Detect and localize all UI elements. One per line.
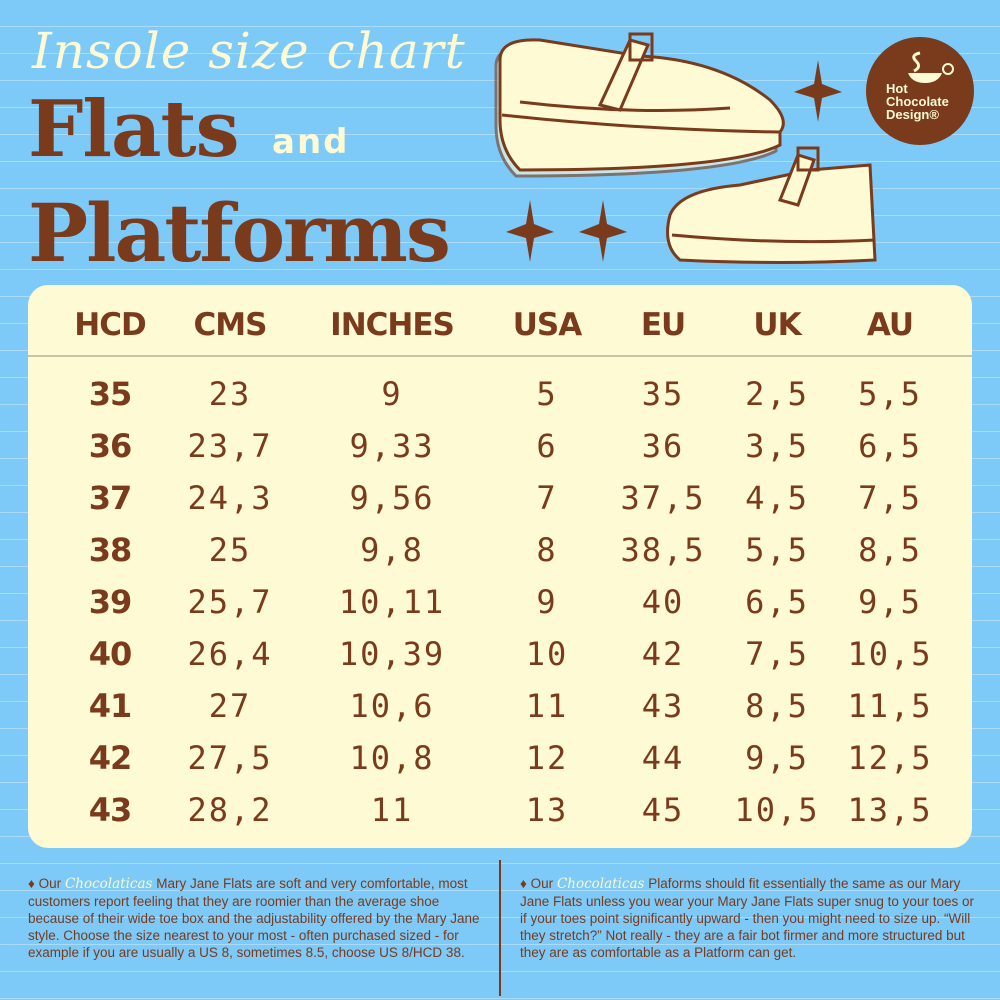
cell-inches: 10,39 [338, 635, 446, 673]
chocolaticas-brand: Chocolaticas [556, 876, 645, 892]
column-header-cms: CMS [193, 307, 268, 343]
cell-eu: 35 [641, 375, 685, 413]
cell-inches: 10,6 [349, 687, 435, 725]
column-header-au: AU [866, 307, 914, 343]
star-icons [506, 60, 842, 262]
cell-uk: 8,5 [745, 687, 809, 725]
cell-cms: 24,3 [187, 479, 273, 517]
cell-usa: 8 [536, 531, 558, 569]
notes-divider [499, 860, 501, 996]
hot-chocolate-design-logo: Hot Chocolate Design® [866, 37, 974, 145]
cell-eu: 40 [641, 583, 685, 621]
cell-au: 8,5 [858, 531, 922, 569]
cell-eu: 42 [641, 635, 685, 673]
cell-cms: 27,5 [187, 739, 273, 777]
logo-line: Hot [886, 81, 908, 96]
cell-hcd: 36 [88, 427, 133, 465]
cell-hcd: 43 [88, 791, 133, 829]
cup-icon [908, 51, 954, 83]
cell-cms: 25,7 [187, 583, 273, 621]
note-prefix: Our [530, 876, 554, 891]
note-prefix: Our [38, 876, 62, 891]
column-header-hcd: HCD [74, 307, 146, 343]
cell-au: 6,5 [858, 427, 922, 465]
cell-uk: 3,5 [745, 427, 809, 465]
note-text: Plaforms should fit essentially the same… [520, 876, 974, 960]
cell-uk: 4,5 [745, 479, 809, 517]
header-divider [28, 355, 972, 357]
cell-usa: 11 [525, 687, 569, 725]
cell-inches: 10,11 [338, 583, 446, 621]
column-header-uk: UK [753, 307, 801, 343]
platform-shoe-icon [494, 32, 785, 178]
cell-au: 7,5 [858, 479, 922, 517]
logo-line: Design® [886, 107, 939, 122]
bullet-icon: ♦ [28, 876, 35, 891]
note-flats: ♦ Our Chocolaticas Mary Jane Flats are s… [28, 875, 490, 961]
column-header-usa: USA [512, 307, 583, 343]
cell-usa: 6 [536, 427, 558, 465]
cell-eu: 44 [641, 739, 685, 777]
script-title: Insole size chart [32, 22, 466, 80]
cell-hcd: 41 [88, 687, 133, 725]
cell-cms: 25 [208, 531, 252, 569]
cell-usa: 9 [536, 583, 558, 621]
cell-inches: 9,8 [360, 531, 424, 569]
title-flats: Flats [28, 84, 239, 175]
cell-uk: 5,5 [745, 531, 809, 569]
cell-usa: 13 [525, 791, 569, 829]
cell-usa: 10 [525, 635, 569, 673]
cell-uk: 9,5 [745, 739, 809, 777]
cell-eu: 37,5 [620, 479, 706, 517]
cell-inches: 9,56 [349, 479, 435, 517]
cell-au: 13,5 [847, 791, 933, 829]
cell-uk: 6,5 [745, 583, 809, 621]
cell-inches: 11 [370, 791, 414, 829]
cell-hcd: 40 [88, 635, 133, 673]
cell-hcd: 37 [88, 479, 133, 517]
column-header-eu: EU [640, 307, 686, 343]
logo-line: Chocolate [886, 94, 949, 109]
title-and: and [272, 122, 350, 162]
cell-au: 9,5 [858, 583, 922, 621]
cell-inches: 9,33 [349, 427, 435, 465]
flat-shoe-icon [666, 146, 877, 264]
cell-inches: 10,8 [349, 739, 435, 777]
cell-au: 11,5 [847, 687, 933, 725]
cell-eu: 36 [641, 427, 685, 465]
cell-cms: 27 [208, 687, 252, 725]
note-platforms: ♦ Our Chocolaticas Plaforms should fit e… [520, 875, 980, 961]
cell-hcd: 39 [88, 583, 133, 621]
cell-cms: 26,4 [187, 635, 273, 673]
cell-eu: 45 [641, 791, 685, 829]
cell-usa: 12 [525, 739, 569, 777]
cell-cms: 28,2 [187, 791, 273, 829]
cell-cms: 23 [208, 375, 252, 413]
cell-hcd: 38 [88, 531, 133, 569]
cell-eu: 38,5 [620, 531, 706, 569]
chocolaticas-brand: Chocolaticas [64, 876, 153, 892]
cell-usa: 7 [536, 479, 558, 517]
bullet-icon: ♦ [520, 876, 527, 891]
cell-inches: 9 [381, 375, 403, 413]
cell-au: 5,5 [858, 375, 922, 413]
cell-cms: 23,7 [187, 427, 273, 465]
cell-usa: 5 [536, 375, 558, 413]
cell-eu: 43 [641, 687, 685, 725]
cell-au: 12,5 [847, 739, 933, 777]
cell-uk: 10,5 [734, 791, 820, 829]
cell-au: 10,5 [847, 635, 933, 673]
cell-uk: 7,5 [745, 635, 809, 673]
cell-hcd: 35 [88, 375, 133, 413]
cell-hcd: 42 [88, 739, 133, 777]
note-text: Mary Jane Flats are soft and very comfor… [28, 876, 480, 960]
size-table: HCD CMS INCHES USA EU UK AU 35 23 9 5 35 2,5 5,5 36 23… [28, 285, 972, 848]
shoes-illustration [494, 32, 877, 264]
cell-uk: 2,5 [745, 375, 809, 413]
title-platforms: Platforms [28, 186, 451, 280]
column-header-inches: INCHES [330, 307, 455, 343]
